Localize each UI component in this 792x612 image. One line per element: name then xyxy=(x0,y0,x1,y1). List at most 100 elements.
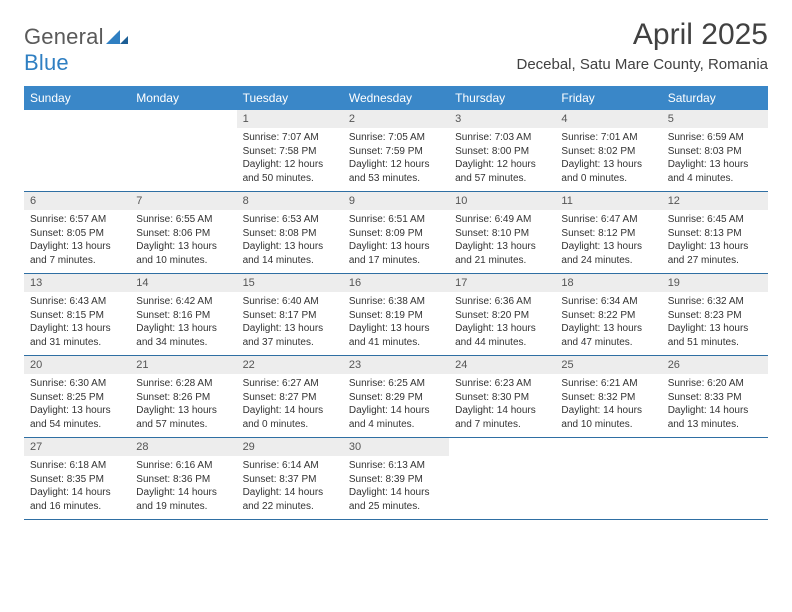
location-label: Decebal, Satu Mare County, Romania xyxy=(516,56,768,73)
daynum-row: 20212223242526 xyxy=(24,356,768,375)
daylight-text: Daylight: 14 hours and 13 minutes. xyxy=(668,404,762,431)
sunset-text: Sunset: 8:00 PM xyxy=(455,145,549,159)
day-number xyxy=(130,110,236,128)
sunset-text: Sunset: 8:27 PM xyxy=(243,391,337,405)
day-cell: Sunrise: 6:51 AMSunset: 8:09 PMDaylight:… xyxy=(343,210,449,274)
daylight-text: Daylight: 13 hours and 34 minutes. xyxy=(136,322,230,349)
day-number: 20 xyxy=(24,356,130,375)
sunrise-text: Sunrise: 6:45 AM xyxy=(668,213,762,227)
sunset-text: Sunset: 8:36 PM xyxy=(136,473,230,487)
sunrise-text: Sunrise: 6:13 AM xyxy=(349,459,443,473)
sunset-text: Sunset: 8:13 PM xyxy=(668,227,762,241)
sunrise-text: Sunrise: 6:16 AM xyxy=(136,459,230,473)
day-cell: Sunrise: 6:57 AMSunset: 8:05 PMDaylight:… xyxy=(24,210,130,274)
sunset-text: Sunset: 8:09 PM xyxy=(349,227,443,241)
day-cell: Sunrise: 6:45 AMSunset: 8:13 PMDaylight:… xyxy=(662,210,768,274)
day-cell: Sunrise: 6:27 AMSunset: 8:27 PMDaylight:… xyxy=(237,374,343,438)
daylight-text: Daylight: 14 hours and 22 minutes. xyxy=(243,486,337,513)
sunrise-text: Sunrise: 6:20 AM xyxy=(668,377,762,391)
day-cell: Sunrise: 6:55 AMSunset: 8:06 PMDaylight:… xyxy=(130,210,236,274)
sunset-text: Sunset: 8:23 PM xyxy=(668,309,762,323)
day-cell: Sunrise: 7:03 AMSunset: 8:00 PMDaylight:… xyxy=(449,128,555,192)
day-cell: Sunrise: 6:38 AMSunset: 8:19 PMDaylight:… xyxy=(343,292,449,356)
day-number: 25 xyxy=(555,356,661,375)
day-number: 30 xyxy=(343,438,449,457)
daynum-row: 12345 xyxy=(24,110,768,128)
day-cell: Sunrise: 6:47 AMSunset: 8:12 PMDaylight:… xyxy=(555,210,661,274)
sunset-text: Sunset: 8:35 PM xyxy=(30,473,124,487)
daynum-row: 13141516171819 xyxy=(24,274,768,293)
day-cell: Sunrise: 6:59 AMSunset: 8:03 PMDaylight:… xyxy=(662,128,768,192)
day-number: 12 xyxy=(662,192,768,211)
sunrise-text: Sunrise: 6:34 AM xyxy=(561,295,655,309)
day-number: 29 xyxy=(237,438,343,457)
day-number: 8 xyxy=(237,192,343,211)
sunset-text: Sunset: 8:33 PM xyxy=(668,391,762,405)
content-row: Sunrise: 6:57 AMSunset: 8:05 PMDaylight:… xyxy=(24,210,768,274)
sunrise-text: Sunrise: 6:38 AM xyxy=(349,295,443,309)
day-number: 6 xyxy=(24,192,130,211)
sunset-text: Sunset: 8:12 PM xyxy=(561,227,655,241)
day-number: 26 xyxy=(662,356,768,375)
day-cell: Sunrise: 6:49 AMSunset: 8:10 PMDaylight:… xyxy=(449,210,555,274)
day-header: Thursday xyxy=(449,86,555,110)
sunset-text: Sunset: 8:39 PM xyxy=(349,473,443,487)
daylight-text: Daylight: 13 hours and 4 minutes. xyxy=(668,158,762,185)
sunset-text: Sunset: 8:03 PM xyxy=(668,145,762,159)
day-cell: Sunrise: 6:34 AMSunset: 8:22 PMDaylight:… xyxy=(555,292,661,356)
daylight-text: Daylight: 13 hours and 31 minutes. xyxy=(30,322,124,349)
daylight-text: Daylight: 14 hours and 0 minutes. xyxy=(243,404,337,431)
sunset-text: Sunset: 8:06 PM xyxy=(136,227,230,241)
day-number: 5 xyxy=(662,110,768,128)
content-row: Sunrise: 6:18 AMSunset: 8:35 PMDaylight:… xyxy=(24,456,768,520)
daylight-text: Daylight: 13 hours and 0 minutes. xyxy=(561,158,655,185)
day-number: 22 xyxy=(237,356,343,375)
sunset-text: Sunset: 8:19 PM xyxy=(349,309,443,323)
day-header-row: Sunday Monday Tuesday Wednesday Thursday… xyxy=(24,86,768,110)
sunrise-text: Sunrise: 6:25 AM xyxy=(349,377,443,391)
sunrise-text: Sunrise: 7:05 AM xyxy=(349,131,443,145)
day-cell: Sunrise: 6:40 AMSunset: 8:17 PMDaylight:… xyxy=(237,292,343,356)
day-cell: Sunrise: 6:16 AMSunset: 8:36 PMDaylight:… xyxy=(130,456,236,520)
sunrise-text: Sunrise: 6:55 AM xyxy=(136,213,230,227)
calendar-body: 12345Sunrise: 7:07 AMSunset: 7:58 PMDayl… xyxy=(24,110,768,520)
daylight-text: Daylight: 14 hours and 4 minutes. xyxy=(349,404,443,431)
day-cell xyxy=(449,456,555,520)
sunrise-text: Sunrise: 6:59 AM xyxy=(668,131,762,145)
day-number: 28 xyxy=(130,438,236,457)
sunset-text: Sunset: 8:22 PM xyxy=(561,309,655,323)
day-number: 17 xyxy=(449,274,555,293)
sunrise-text: Sunrise: 6:21 AM xyxy=(561,377,655,391)
day-cell: Sunrise: 6:43 AMSunset: 8:15 PMDaylight:… xyxy=(24,292,130,356)
day-number: 24 xyxy=(449,356,555,375)
day-number: 19 xyxy=(662,274,768,293)
daynum-row: 27282930 xyxy=(24,438,768,457)
logo-mark-icon xyxy=(106,30,128,44)
daylight-text: Daylight: 12 hours and 57 minutes. xyxy=(455,158,549,185)
sunrise-text: Sunrise: 7:03 AM xyxy=(455,131,549,145)
day-cell: Sunrise: 6:36 AMSunset: 8:20 PMDaylight:… xyxy=(449,292,555,356)
day-cell: Sunrise: 6:25 AMSunset: 8:29 PMDaylight:… xyxy=(343,374,449,438)
sunset-text: Sunset: 8:02 PM xyxy=(561,145,655,159)
sunset-text: Sunset: 7:58 PM xyxy=(243,145,337,159)
daylight-text: Daylight: 13 hours and 7 minutes. xyxy=(30,240,124,267)
sunrise-text: Sunrise: 6:57 AM xyxy=(30,213,124,227)
day-number: 9 xyxy=(343,192,449,211)
sunset-text: Sunset: 7:59 PM xyxy=(349,145,443,159)
day-cell: Sunrise: 7:05 AMSunset: 7:59 PMDaylight:… xyxy=(343,128,449,192)
daylight-text: Daylight: 13 hours and 54 minutes. xyxy=(30,404,124,431)
page-header: GeneralBlue April 2025 Decebal, Satu Mar… xyxy=(24,18,768,76)
sunset-text: Sunset: 8:25 PM xyxy=(30,391,124,405)
day-cell: Sunrise: 6:30 AMSunset: 8:25 PMDaylight:… xyxy=(24,374,130,438)
day-header: Monday xyxy=(130,86,236,110)
day-cell: Sunrise: 6:28 AMSunset: 8:26 PMDaylight:… xyxy=(130,374,236,438)
daylight-text: Daylight: 13 hours and 51 minutes. xyxy=(668,322,762,349)
day-cell: Sunrise: 6:53 AMSunset: 8:08 PMDaylight:… xyxy=(237,210,343,274)
daylight-text: Daylight: 14 hours and 16 minutes. xyxy=(30,486,124,513)
sunrise-text: Sunrise: 6:32 AM xyxy=(668,295,762,309)
day-header: Tuesday xyxy=(237,86,343,110)
day-number: 2 xyxy=(343,110,449,128)
sunrise-text: Sunrise: 6:43 AM xyxy=(30,295,124,309)
sunset-text: Sunset: 8:10 PM xyxy=(455,227,549,241)
sunrise-text: Sunrise: 6:47 AM xyxy=(561,213,655,227)
